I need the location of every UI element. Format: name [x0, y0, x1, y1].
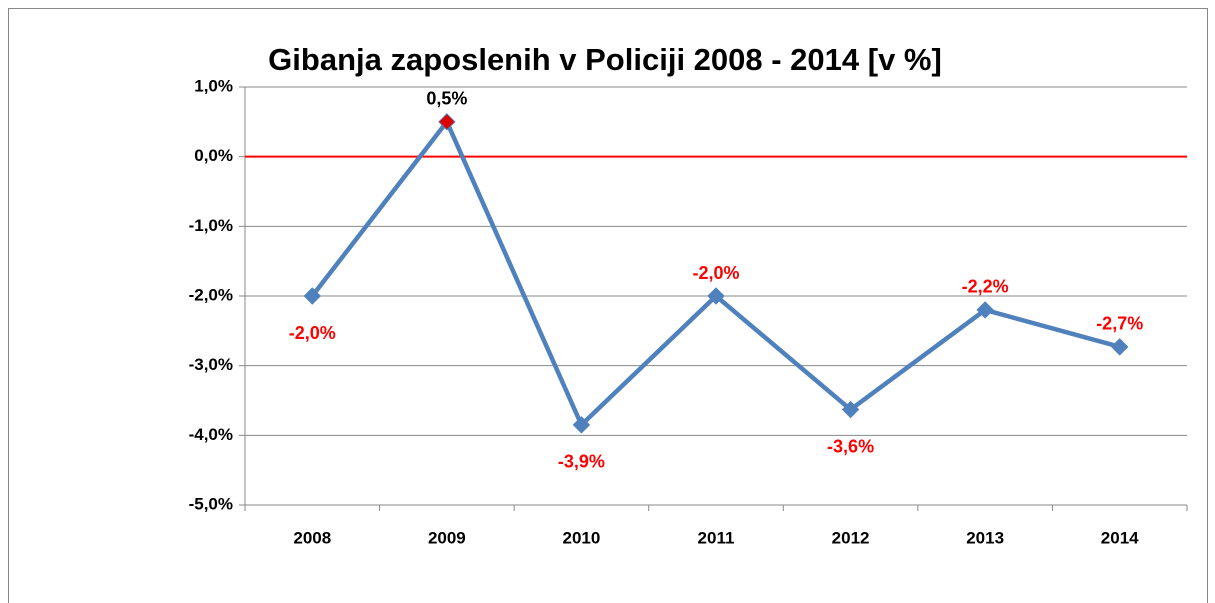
data-label: -2,0% [289, 323, 336, 343]
data-label: -3,9% [558, 452, 605, 472]
data-label: -2,2% [962, 277, 1009, 297]
x-tick-label: 2013 [966, 528, 1004, 547]
y-tick-label: -5,0% [189, 494, 233, 513]
x-tick-label: 2009 [428, 528, 466, 547]
marker [572, 416, 591, 434]
marker [1111, 338, 1129, 356]
y-tick-label: 0,0% [194, 146, 233, 165]
x-tick-label: 2008 [293, 528, 331, 547]
x-tick-label: 2012 [832, 528, 870, 547]
marker [841, 400, 860, 419]
x-tick-label: 2014 [1101, 528, 1139, 547]
x-tick-label: 2010 [563, 528, 601, 547]
data-label: -3,6% [827, 436, 874, 456]
chart-title: Gibanja zaposlenih v Policiji 2008 - 201… [268, 42, 942, 77]
data-label: -2,7% [1096, 314, 1143, 334]
y-tick-label: -2,0% [189, 285, 233, 304]
y-tick-label: 1,0% [194, 76, 233, 95]
y-tick-label: -1,0% [189, 216, 233, 235]
data-label: 0,5% [426, 89, 467, 109]
chart-frame [8, 8, 1208, 603]
x-tick-label: 2011 [698, 528, 735, 547]
marker [707, 287, 725, 305]
marker [976, 301, 994, 319]
data-label: -2,0% [692, 263, 739, 283]
y-tick-label: -3,0% [189, 355, 233, 374]
marker [303, 287, 321, 305]
y-tick-label: -4,0% [189, 425, 233, 444]
marker [438, 113, 456, 131]
